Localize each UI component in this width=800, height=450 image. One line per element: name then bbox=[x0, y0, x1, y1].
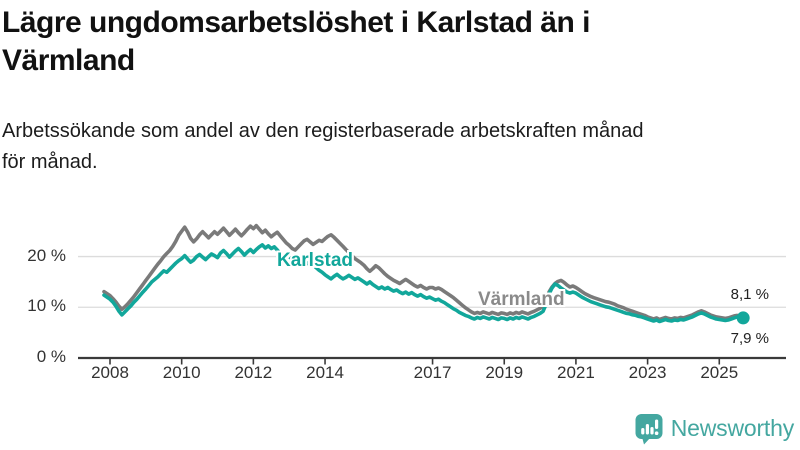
end-value-label-varmland: 8,1 % bbox=[730, 285, 769, 303]
x-axis-tick-label: 2023 bbox=[628, 363, 667, 382]
end-point-dot bbox=[736, 311, 750, 325]
newsworthy-logo-icon bbox=[634, 412, 664, 445]
newsworthy-logo: Newsworthy bbox=[634, 412, 794, 445]
x-axis-tick-label: 2008 bbox=[91, 363, 129, 382]
x-axis-tick-label: 2019 bbox=[485, 363, 524, 382]
x-axis-tick-label: 2014 bbox=[306, 363, 344, 382]
newsworthy-logo-text: Newsworthy bbox=[670, 415, 794, 441]
y-axis-tick-label: 20 % bbox=[27, 245, 66, 265]
series-line-karlstad bbox=[102, 243, 746, 324]
page-title: Lägre ungdomsarbetslöshet i Karlstad än … bbox=[2, 6, 590, 77]
x-axis-tick-label: 2017 bbox=[413, 363, 452, 382]
x-axis-tick-label: 2025 bbox=[700, 363, 739, 382]
y-axis-tick-label: 10 % bbox=[27, 296, 66, 316]
series-line-värmland bbox=[102, 223, 746, 322]
chart-subtitle: Arbetssökande som andel av den registerb… bbox=[2, 120, 644, 173]
y-axis-tick-label: 0 % bbox=[36, 347, 66, 366]
end-value-label-karlstad: 7,9 % bbox=[730, 329, 769, 347]
series-label-varmland: Värmland bbox=[478, 289, 565, 310]
x-axis-tick-label: 2012 bbox=[234, 363, 273, 382]
x-axis-tick-label: 2010 bbox=[162, 363, 201, 382]
x-axis-tick-label: 2021 bbox=[556, 363, 595, 382]
series-label-karlstad: Karlstad bbox=[277, 250, 354, 271]
